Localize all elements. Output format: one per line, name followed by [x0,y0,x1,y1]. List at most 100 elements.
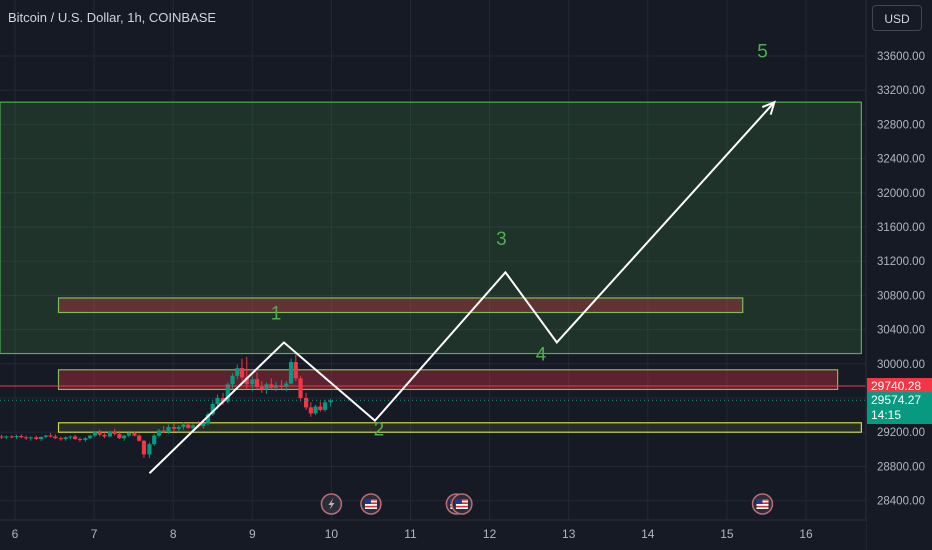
price-tick-label: 32800.00 [877,119,925,131]
candle-body [97,432,102,435]
candle-body [117,433,122,439]
candle-body [318,406,323,410]
candle-body [259,386,264,390]
candle-body [0,436,4,438]
candle-body [156,430,162,436]
wave-label-3: 3 [496,229,507,250]
flag-stripe [455,505,468,508]
us-flag-event-icon[interactable] [360,493,382,515]
symbol-title: Bitcoin / U.S. Dollar, 1h, COINBASE [8,10,217,25]
candle-body [39,436,44,440]
zone-green-target [0,101,862,355]
price-tick-label: 29200.00 [877,427,925,439]
candle-body [77,439,82,441]
last-price-value: 29574.27 [871,393,922,408]
candle-body [88,435,93,439]
time-tick-label: 8 [170,527,177,541]
candle-body [205,414,211,424]
candle-body [254,379,260,387]
candle-body [284,383,289,387]
flag-canton [364,499,371,504]
candle-body [288,362,294,384]
elliott-wave-line [148,101,776,474]
price-tick-label: 32000.00 [877,188,925,200]
candle-body [293,362,298,379]
flag-canton [455,499,462,504]
event-icons [320,493,774,515]
price-tick-label: 28800.00 [877,461,925,473]
time-tick-label: 12 [483,527,497,541]
candle-body [19,436,24,438]
wave-labels: 1 2 3 4 5 [271,42,768,441]
candle-body [171,427,177,429]
time-tick-label: 15 [720,527,734,541]
candle-body [68,436,73,438]
candles [0,354,333,458]
price-tick-label: 28400.00 [877,496,925,508]
candle-body [190,425,196,428]
candle-body [147,444,152,455]
candle-body [73,436,78,440]
candle-body [122,435,127,439]
flash-glyph [328,498,335,510]
price-tick-label: 32400.00 [877,154,925,166]
candle-body [92,432,97,436]
candle-body [308,407,313,414]
last-price-tag: 29574.27 14:15 [867,392,932,425]
candle-body [9,436,14,438]
candle-body [220,398,226,402]
arrow-head [761,100,776,115]
candle-body [225,384,230,402]
candle-body [313,406,318,414]
candle-body [23,437,29,439]
flag-stripe [756,505,769,508]
time-tick-label: 16 [799,527,813,541]
wave-label-2: 2 [374,420,385,441]
candle-body [102,434,107,437]
candle-body [244,377,249,385]
candle-body [264,384,269,390]
price-tick-label: 31200.00 [877,256,925,268]
price-lines [0,385,866,401]
us-flag-event-icon[interactable] [451,493,473,515]
zone-red-box [57,369,839,391]
candle-body [48,435,53,437]
candle-body [107,431,113,437]
flag-canton [756,499,763,504]
us-flag-event-icon[interactable] [751,493,774,515]
wave-label-5: 5 [757,42,768,63]
candle-body [201,423,206,427]
zones [0,101,862,433]
candle-body [250,379,255,385]
candle-body [239,368,245,378]
candle-body [34,437,39,440]
price-tick-label: 30800.00 [877,290,925,302]
price-axis-panel [866,0,932,550]
wave-label-4: 4 [536,344,547,365]
currency-button[interactable]: USD [872,5,922,31]
candle-body [322,402,328,410]
candle-body [235,368,240,376]
time-axis-panel [0,520,866,550]
bar-countdown: 14:15 [871,408,902,423]
candle-body [132,433,137,436]
candle-body [298,378,303,398]
candle-body [141,440,147,455]
wave-label-1: 1 [271,303,282,324]
price-tick-label: 33600.00 [877,51,925,63]
candle-body [210,403,215,415]
time-tick-label: 10 [325,527,339,541]
time-tick-label: 6 [12,527,19,541]
price-tick-label: 33200.00 [877,85,925,97]
price-tick-label: 30000.00 [877,359,925,371]
time-tick-label: 9 [249,527,256,541]
flash-event-icon[interactable] [320,493,343,515]
candle-body [176,427,181,429]
time-tick-label: 7 [91,527,98,541]
candle-body [230,375,235,385]
wave-path [148,100,776,474]
red-line-price: 29740.28 [871,378,922,393]
candle-body [152,435,157,445]
